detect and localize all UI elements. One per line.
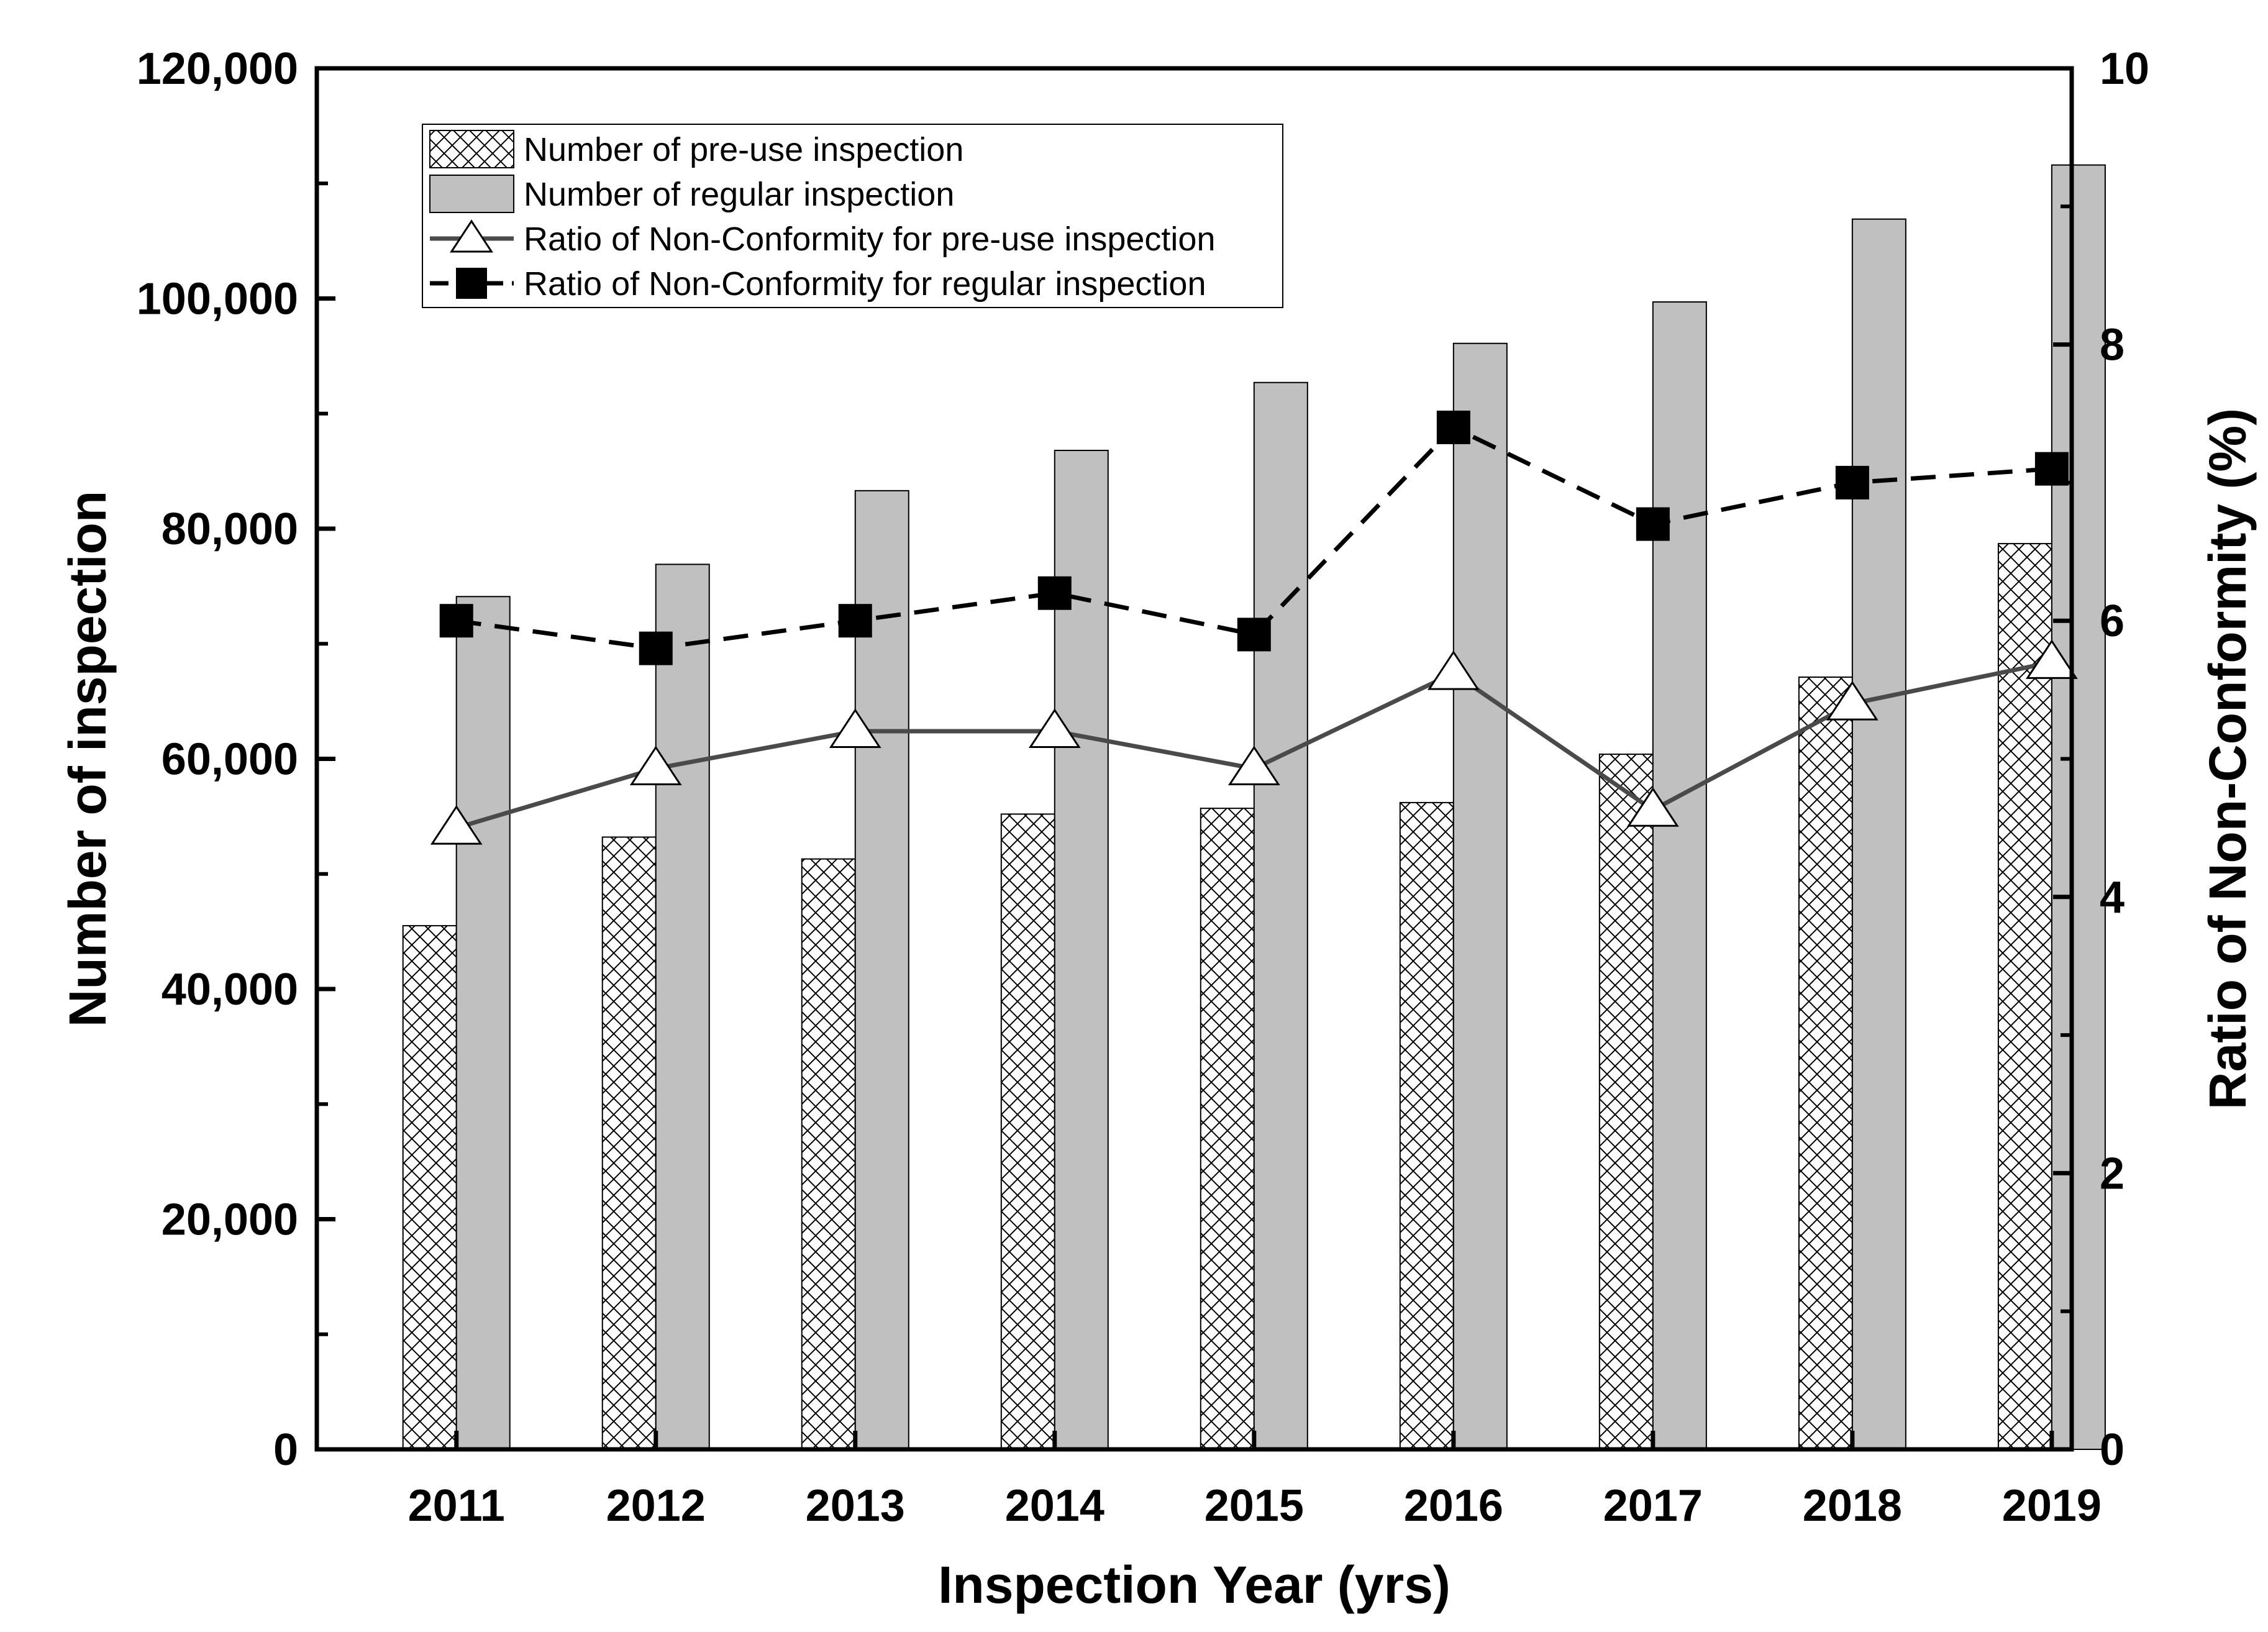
y2-axis-title: Ratio of Non-Conformity (%) xyxy=(2198,408,2257,1110)
x-tick-label: 2019 xyxy=(2002,1481,2102,1531)
x-axis-title: Inspection Year (yrs) xyxy=(938,1556,1451,1614)
bar-regular-2016 xyxy=(1452,342,1508,1450)
bar-pre-use-2012 xyxy=(601,836,657,1450)
bar-regular-2018 xyxy=(1851,218,1906,1450)
legend-marker-pre-use-ratio xyxy=(450,219,493,253)
marker-regular-2019 xyxy=(2034,452,2069,486)
legend-box xyxy=(422,124,1283,308)
bar-pre-use-2011 xyxy=(402,925,457,1451)
marker-pre-use-2016 xyxy=(1427,650,1480,690)
legend-swatch-pre-use xyxy=(429,130,514,168)
bar-pre-use-2015 xyxy=(1200,808,1255,1450)
y-axis-title: Number of inspection xyxy=(58,491,117,1027)
marker-pre-use-2014 xyxy=(1028,708,1081,749)
marker-regular-2014 xyxy=(1037,576,1072,610)
legend-swatch-regular xyxy=(429,175,514,213)
bar-pre-use-2019 xyxy=(1997,543,2052,1450)
x-tick-label: 2015 xyxy=(1205,1481,1304,1531)
marker-regular-2017 xyxy=(1636,507,1670,541)
marker-pre-use-2012 xyxy=(629,745,682,786)
y2-tick-label: 6 xyxy=(2100,596,2125,646)
y-tick-label: 20,000 xyxy=(162,1195,298,1245)
legend-label: Number of pre-use inspection xyxy=(524,131,963,168)
y-tick-label: 40,000 xyxy=(162,965,298,1014)
y2-tick-label: 4 xyxy=(2100,873,2125,923)
x-tick-label: 2018 xyxy=(1803,1481,1902,1531)
y-tick-label: 120,000 xyxy=(137,44,298,94)
marker-pre-use-2015 xyxy=(1227,745,1280,786)
legend-label: Ratio of Non-Conformity for pre-use insp… xyxy=(524,221,1216,258)
x-tick-label: 2014 xyxy=(1005,1481,1104,1531)
marker-pre-use-2013 xyxy=(829,708,881,749)
marker-regular-2012 xyxy=(639,631,673,665)
bar-pre-use-2014 xyxy=(1000,813,1055,1451)
y-tick-label: 60,000 xyxy=(162,735,298,785)
bar-regular-2013 xyxy=(854,490,909,1450)
bar-regular-2017 xyxy=(1652,301,1707,1450)
marker-regular-2013 xyxy=(838,604,872,638)
y2-tick-label: 0 xyxy=(2100,1425,2125,1475)
x-tick-label: 2011 xyxy=(408,1481,505,1531)
x-tick-label: 2017 xyxy=(1603,1481,1703,1531)
y-tick-label: 0 xyxy=(273,1425,298,1475)
bar-pre-use-2017 xyxy=(1598,754,1654,1450)
y-tick-label: 100,000 xyxy=(137,275,298,324)
bar-regular-2019 xyxy=(2051,164,2106,1450)
bar-pre-use-2016 xyxy=(1399,801,1454,1450)
bar-regular-2011 xyxy=(455,596,511,1450)
marker-pre-use-2011 xyxy=(430,805,483,845)
bar-regular-2012 xyxy=(655,563,710,1450)
y2-tick-label: 8 xyxy=(2100,321,2125,370)
bar-pre-use-2013 xyxy=(801,858,856,1450)
x-tick-label: 2013 xyxy=(806,1481,905,1531)
y2-tick-label: 2 xyxy=(2100,1149,2125,1198)
marker-pre-use-2018 xyxy=(1826,680,1879,721)
y2-tick-label: 10 xyxy=(2100,44,2149,94)
marker-regular-2011 xyxy=(439,604,473,638)
x-tick-label: 2016 xyxy=(1404,1481,1503,1531)
marker-regular-2018 xyxy=(1835,465,1869,499)
legend-marker-regular-ratio xyxy=(456,268,487,299)
marker-regular-2015 xyxy=(1237,618,1271,652)
legend-label: Number of regular inspection xyxy=(524,176,954,213)
bar-regular-2014 xyxy=(1054,450,1109,1450)
x-tick-label: 2012 xyxy=(606,1481,706,1531)
y-tick-label: 80,000 xyxy=(162,504,298,554)
marker-pre-use-2017 xyxy=(1626,787,1679,827)
marker-regular-2016 xyxy=(1436,410,1470,444)
bar-pre-use-2018 xyxy=(1798,676,1853,1450)
legend-label: Ratio of Non-Conformity for regular insp… xyxy=(524,265,1206,303)
marker-pre-use-2019 xyxy=(2026,639,2078,679)
bar-regular-2015 xyxy=(1253,381,1308,1450)
